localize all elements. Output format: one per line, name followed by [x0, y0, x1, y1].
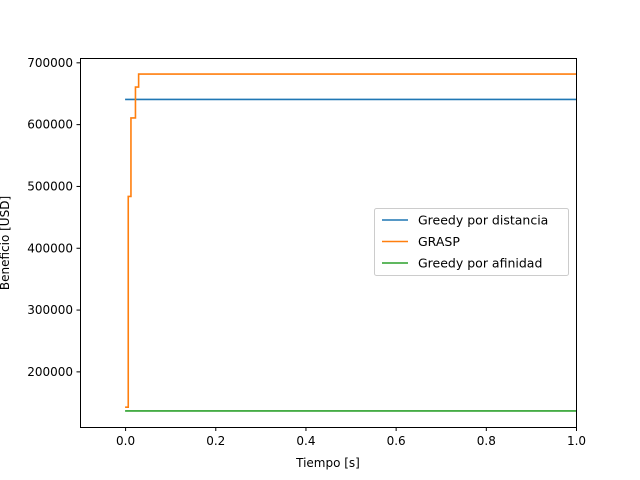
y-tick-label: 700000: [27, 56, 73, 70]
x-axis: 0.0 0.2 0.4 0.6 0.8 1.0: [116, 427, 586, 448]
x-tick-label: 0.2: [206, 434, 225, 448]
y-axis-label: Beneficio [USD]: [0, 196, 12, 290]
x-tick-label: 1.0: [567, 434, 586, 448]
legend-label-2: Greedy por afinidad: [418, 256, 542, 271]
legend-label-1: GRASP: [418, 234, 460, 249]
x-tick-label: 0.6: [387, 434, 406, 448]
legend-box: [374, 208, 569, 276]
y-tick-label: 200000: [27, 365, 73, 379]
legend: Greedy por distancia GRASP Greedy por afin…: [374, 208, 569, 276]
plot-area: [125, 73, 576, 412]
x-tick-label: 0.8: [477, 434, 496, 448]
y-axis: 200000 300000 400000 500000 600000 700000: [27, 56, 81, 379]
legend-label-0: Greedy por distancia: [418, 213, 548, 228]
series-line-1: [125, 73, 576, 409]
x-tick-label: 0.4: [296, 434, 315, 448]
axes-frame: [80, 58, 577, 428]
y-tick-label: 400000: [27, 241, 73, 255]
y-tick-label: 300000: [27, 303, 73, 317]
y-tick-label: 600000: [27, 118, 73, 132]
x-axis-label: Tiempo [s]: [295, 456, 360, 470]
x-tick-label: 0.0: [116, 434, 135, 448]
y-tick-label: 500000: [27, 179, 73, 193]
